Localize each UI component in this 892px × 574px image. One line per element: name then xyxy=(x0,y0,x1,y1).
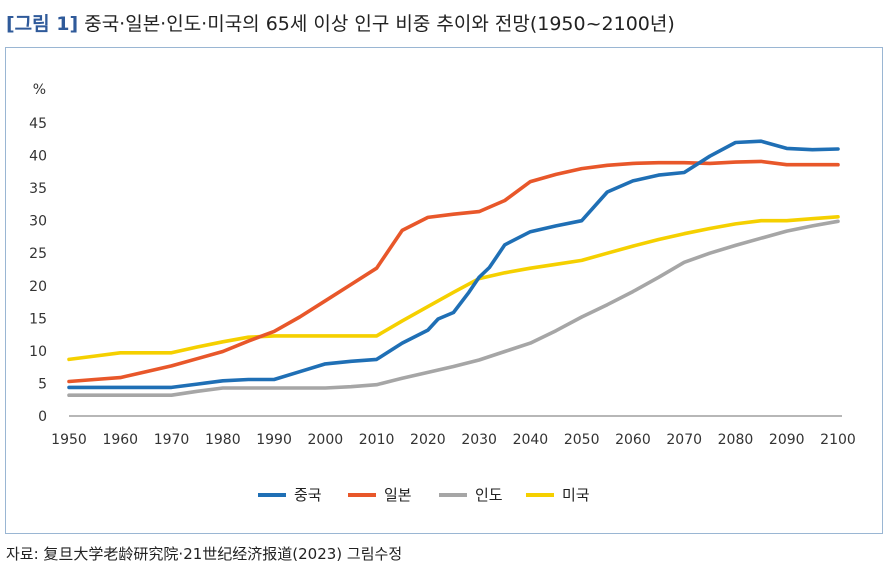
x-axis: 1950 1960 1970 1980 1990 2000 2010 2020 2030 2040… xyxy=(51,415,856,448)
legend-item: 미국 xyxy=(526,486,590,504)
x-tick-label: 2040 xyxy=(513,432,549,448)
series-line-인도 xyxy=(67,219,840,398)
legend: 중국 일본 인도 미국 xyxy=(258,486,590,504)
y-tick-label: 20 xyxy=(29,279,47,295)
x-tick-label: 2030 xyxy=(461,432,497,448)
x-tick-label: 2090 xyxy=(769,432,805,448)
legend-label: 인도 xyxy=(475,486,503,504)
y-tick-label: 40 xyxy=(29,149,47,165)
y-unit-label: % xyxy=(33,82,46,98)
legend-label: 일본 xyxy=(384,486,412,504)
x-tick-label: 2020 xyxy=(410,432,446,448)
legend-item: 중국 xyxy=(258,486,322,504)
legend-label: 중국 xyxy=(294,486,322,504)
series-line-중국 xyxy=(67,139,840,390)
y-tick-label: 10 xyxy=(29,344,47,360)
y-tick-label: 15 xyxy=(29,311,47,327)
x-tick-label: 2080 xyxy=(718,432,754,448)
x-tick-label: 2100 xyxy=(820,432,856,448)
chart-frame: % 0 5 10 15 20 25 30 35 40 45 1950 1960 1970 1980 1990… xyxy=(5,47,883,534)
series-line-일본 xyxy=(67,159,840,384)
figure-tag: [그림 1] xyxy=(6,13,79,35)
x-tick-label: 2010 xyxy=(359,432,395,448)
y-tick-label: 5 xyxy=(38,376,47,392)
x-tick-label: 2000 xyxy=(308,432,344,448)
figure-title: [그림 1] 중국·일본·인도·미국의 65세 이상 인구 비중 추이와 전망(… xyxy=(6,9,675,36)
series-layer xyxy=(67,139,840,398)
series-line-미국 xyxy=(67,215,840,362)
legend-item: 인도 xyxy=(439,486,503,504)
figure-title-text: 중국·일본·인도·미국의 65세 이상 인구 비중 추이와 전망(1950~21… xyxy=(84,13,675,35)
source-note: 자료: 复旦大学老龄研究院·21世纪经济报道(2023) 그림수정 xyxy=(6,545,403,563)
legend-label: 미국 xyxy=(562,486,590,504)
line-chart: % 0 5 10 15 20 25 30 35 40 45 1950 1960 1970 1980 1990… xyxy=(29,82,856,504)
x-tick-label: 1970 xyxy=(154,432,190,448)
x-tick-label: 2060 xyxy=(615,432,651,448)
x-tick-label: 2050 xyxy=(564,432,600,448)
y-tick-label: 0 xyxy=(38,409,47,425)
x-tick-label: 1980 xyxy=(205,432,241,448)
x-tick-label: 1960 xyxy=(102,432,138,448)
y-tick-label: 35 xyxy=(29,181,47,197)
y-tick-label: 25 xyxy=(29,246,47,262)
y-tick-label: 45 xyxy=(29,116,47,132)
y-axis: % 0 5 10 15 20 25 30 35 40 45 xyxy=(29,82,47,425)
x-tick-label: 1990 xyxy=(256,432,292,448)
y-tick-label: 30 xyxy=(29,214,47,230)
x-tick-label: 1950 xyxy=(51,432,87,448)
x-tick-label: 2070 xyxy=(666,432,702,448)
legend-item: 일본 xyxy=(348,486,412,504)
